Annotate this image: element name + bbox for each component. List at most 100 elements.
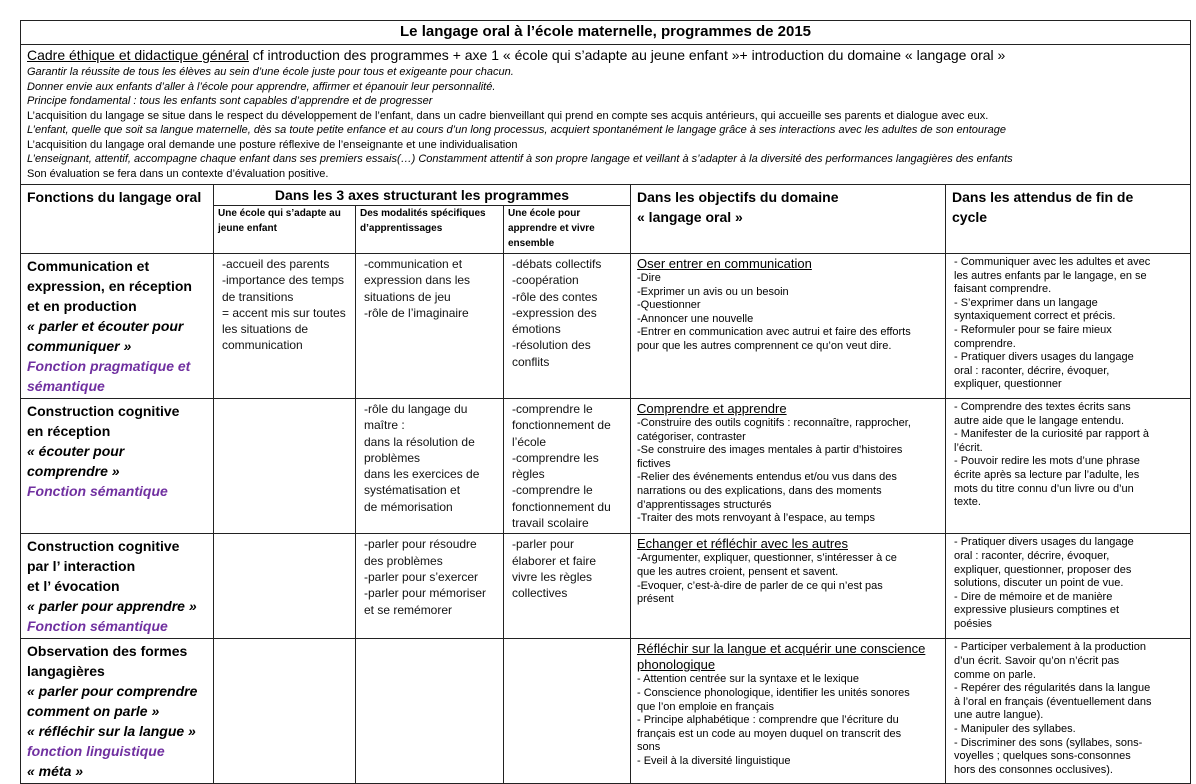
axis3-item: -parler pour <box>512 537 575 552</box>
expected-item: expressive plusieurs comptines et <box>954 604 1120 617</box>
objective-title: Oser entrer en communication <box>637 256 812 271</box>
axis3-item: -rôle des contes <box>512 289 598 304</box>
axis3-item: fonctionnement de <box>512 418 611 433</box>
objective-cell: Comprendre et apprendre -Construire des o… <box>630 397 946 535</box>
expected-item: - Pratiquer divers usages du langage <box>954 351 1134 364</box>
objective-item: -Dire <box>637 272 661 284</box>
expected-item: mots du titre connu d’un livre ou d’un <box>954 482 1134 495</box>
intro-line: Son évaluation se fera dans un contexte … <box>27 167 329 180</box>
axis2-item: -parler pour s’exercer <box>364 569 479 584</box>
intro-line: L’enfant, quelle que soit sa langue mate… <box>27 124 1007 136</box>
axis2-item: -rôle du langage du <box>364 402 468 416</box>
header-objectives-line: « langage oral » <box>637 209 743 225</box>
axis3-item: vivre les règles <box>512 569 593 584</box>
header-axis-3: Une école pour apprendre et vivre ensemb… <box>503 205 631 254</box>
table-row: Communication et expression, en réception… <box>20 253 1192 399</box>
intro-line: Garantir la réussite de tous les élèves … <box>27 66 514 78</box>
expected-item: autre aide que le langage entendu. <box>954 414 1125 427</box>
function-type: sémantique <box>27 378 105 394</box>
axis2-item: de mémorisation <box>364 499 453 514</box>
axis3-item: -débats collectifs <box>512 257 602 271</box>
objective-item: -Evoquer, c’est-à-dire de parler de ce q… <box>637 579 883 592</box>
header-axis-1: Une école qui s’adapte au jeune enfant <box>213 205 356 254</box>
function-cell: Construction cognitive en réception « écou… <box>20 397 214 535</box>
axis2-item: et se remémorer <box>364 602 453 617</box>
objective-item: - Principe alphabétique : comprendre que… <box>637 714 899 727</box>
axis2-cell: -parler pour résoudre des problèmes -parle… <box>355 533 504 640</box>
axis3-item: fonctionnement du <box>512 499 611 514</box>
function-name: en réception <box>27 423 111 439</box>
axis3-cell: -comprendre le fonctionnement de l’école -c… <box>503 397 631 535</box>
objective-item: -Annoncer une nouvelle <box>637 312 754 325</box>
expected-item: - Repérer des régularités dans la langue <box>954 682 1151 695</box>
axis1-item: communication <box>222 338 303 353</box>
intro-section: Cadre éthique et didactique général cf i… <box>19 44 1192 185</box>
axis3-item: -résolution des <box>512 338 591 353</box>
axis2-item: maître : <box>364 418 405 433</box>
expected-cell: - Communiquer avec les adultes et avec le… <box>944 253 1192 399</box>
expected-item: - Comprendre des textes écrits sans <box>954 401 1131 413</box>
axis1-item: -accueil des parents <box>222 257 330 271</box>
objective-cell: Oser entrer en communication -Dire -Exprim… <box>630 253 946 399</box>
function-quote: « méta » <box>27 763 84 780</box>
function-name: langagières <box>27 663 105 680</box>
axis3-item: travail scolaire <box>512 516 589 531</box>
objective-item: catégoriser, contraster <box>637 430 746 443</box>
function-name: et en production <box>27 298 137 314</box>
expected-item: - Communiquer avec les adultes et avec <box>954 256 1151 268</box>
intro-line: L’acquisition du langage se situe dans l… <box>27 109 989 122</box>
axis3-cell: -parler pour élaborer et faire vivre les r… <box>503 533 631 640</box>
expected-item: oral : raconter, décrire, évoquer, <box>954 549 1110 562</box>
function-name: et l’ évocation <box>27 578 120 595</box>
expected-item: l’écrit. <box>954 441 983 454</box>
language-programme-table: Le langage oral à l’école maternelle, pr… <box>19 20 1192 784</box>
axis2-item: -parler pour mémoriser <box>364 586 487 601</box>
function-quote: « écouter pour <box>27 443 125 459</box>
expected-item: solutions, discuter un point de vue. <box>954 577 1124 590</box>
expected-item: d’un écrit. Savoir qu’on n’écrit pas <box>954 654 1120 667</box>
objective-item: pour que les autres comprennent ce qu’on… <box>637 339 892 352</box>
axis3-item: -coopération <box>512 273 579 288</box>
function-type: fonction linguistique <box>27 743 165 760</box>
axis1-item: les situations de <box>222 322 309 337</box>
objective-item: -Construire des outils cognitifs : recon… <box>637 417 911 429</box>
axis1-cell: -accueil des parents -importance des temp… <box>213 253 356 399</box>
expected-cell: - Participer verbalement à la production… <box>944 638 1192 784</box>
header-objectives-line: Dans les objectifs du domaine <box>637 189 839 205</box>
function-type: Fonction sémantique <box>27 618 168 635</box>
intro-lines: Garantir la réussite de tous les élèves … <box>27 65 1184 181</box>
axis2-item: -communication et <box>364 257 463 271</box>
objective-item: - Conscience phonologique, identifier le… <box>637 686 910 699</box>
expected-item: - Discriminer des sons (syllabes, sons- <box>954 736 1143 749</box>
expected-item: écrite après sa lecture par l’adulte, le… <box>954 468 1140 481</box>
objective-item: -Exprimer un avis ou un besoin <box>637 285 789 298</box>
function-cell: Communication et expression, en réception… <box>20 253 214 399</box>
axis1-cell <box>213 533 356 640</box>
function-name: Observation des formes <box>27 643 188 660</box>
table-row: Construction cognitive en réception « écou… <box>20 397 1192 535</box>
expected-cell: - Comprendre des textes écrits sans autre… <box>944 397 1192 535</box>
objective-title: Echanger et réfléchir avec les autres <box>637 536 848 552</box>
function-quote: « parler et écouter pour <box>27 318 184 334</box>
axis3-item: règles <box>512 467 545 482</box>
objective-item: narrations ou des explications, dans des… <box>637 484 882 497</box>
header-functions: Fonctions du langage oral <box>20 184 214 254</box>
objective-item: -Se construire des images mentales à par… <box>637 444 903 457</box>
header-objectives: Dans les objectifs du domaine « langage o… <box>630 184 946 254</box>
expected-item: - Manifester de la curiosité par rapport… <box>954 428 1150 441</box>
expected-item: faisant comprendre. <box>954 283 1052 296</box>
expected-item: comme on parle. <box>954 668 1036 681</box>
objective-title: Réfléchir sur la langue et acquérir une … <box>637 641 926 657</box>
function-name: Communication et <box>27 258 150 274</box>
axis3-item: -comprendre les <box>512 450 599 465</box>
objective-item: d’apprentissages structurés <box>637 498 772 511</box>
expected-cell: - Pratiquer divers usages du langage oral… <box>944 533 1192 640</box>
objective-item: sons <box>637 741 661 754</box>
objective-item: -Entrer en communication avec autrui et … <box>637 326 911 339</box>
function-name: par l’ interaction <box>27 558 136 575</box>
table-row: Construction cognitive par l’ interaction… <box>20 533 1192 640</box>
objective-item: -Relier des événements entendus et/ou vu… <box>637 471 897 484</box>
expected-item: les autres enfants par le langage, en se <box>954 269 1147 282</box>
function-cell: Observation des formes langagières « parle… <box>20 638 214 784</box>
axis2-cell <box>355 638 504 784</box>
